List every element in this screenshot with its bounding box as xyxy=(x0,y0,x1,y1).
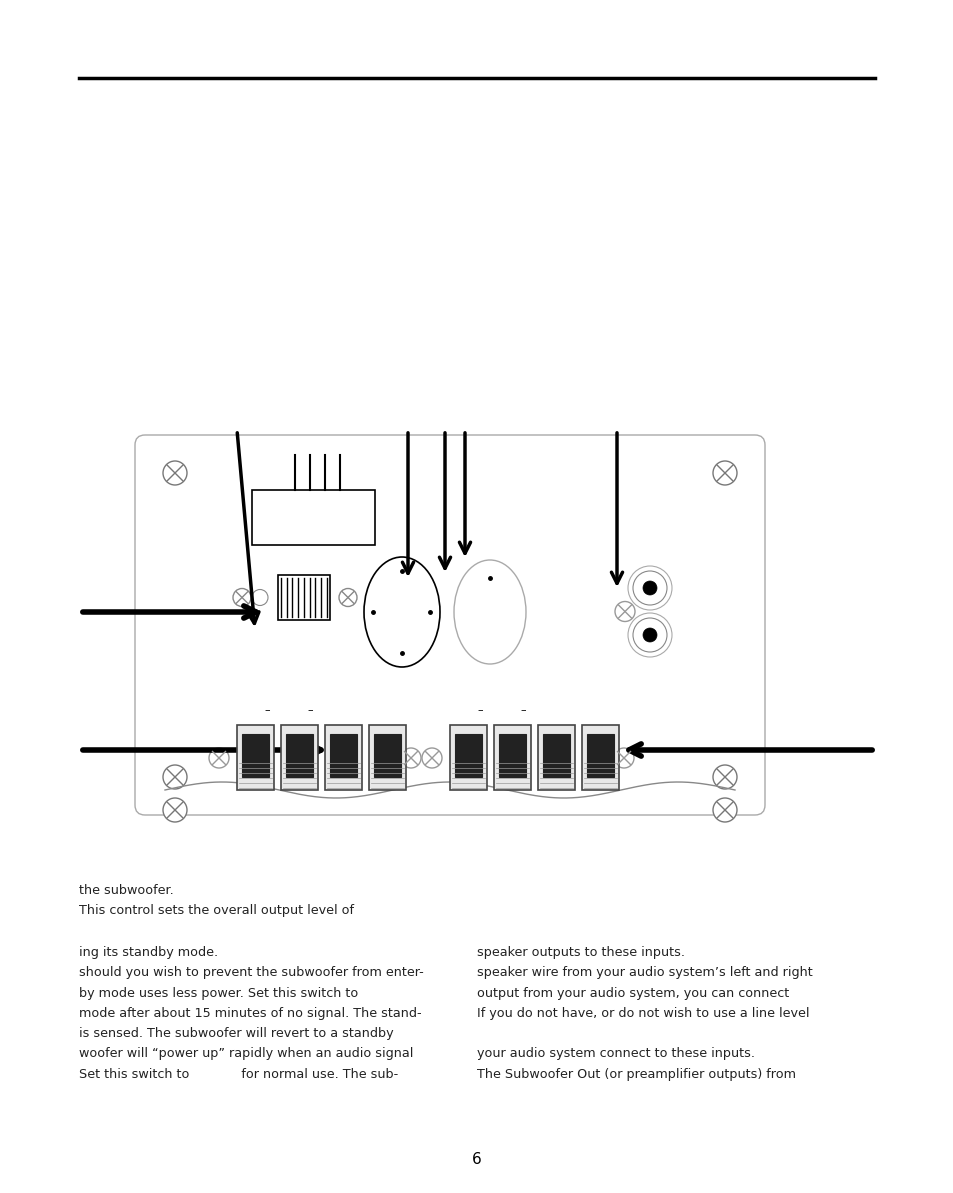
Circle shape xyxy=(642,581,657,595)
Text: output from your audio system, you can connect: output from your audio system, you can c… xyxy=(476,987,788,1000)
Circle shape xyxy=(712,765,737,789)
Text: mode after about 15 minutes of no signal. The stand-: mode after about 15 minutes of no signal… xyxy=(79,1007,421,1020)
Bar xyxy=(325,725,361,790)
Circle shape xyxy=(252,589,268,606)
Bar xyxy=(330,734,356,777)
Circle shape xyxy=(421,748,441,768)
Text: woofer will “power up” rapidly when an audio signal: woofer will “power up” rapidly when an a… xyxy=(79,1047,413,1061)
Circle shape xyxy=(627,565,671,610)
Bar xyxy=(455,734,481,777)
Text: –: – xyxy=(307,705,313,715)
Circle shape xyxy=(633,571,666,605)
Text: is sensed. The subwoofer will revert to a standby: is sensed. The subwoofer will revert to … xyxy=(79,1027,394,1040)
Ellipse shape xyxy=(364,557,439,667)
Bar xyxy=(498,734,525,777)
Text: 6: 6 xyxy=(472,1152,481,1167)
Circle shape xyxy=(627,613,671,657)
Circle shape xyxy=(400,748,420,768)
Text: Set this switch to             for normal use. The sub-: Set this switch to for normal use. The s… xyxy=(79,1068,398,1081)
Text: by mode uses less power. Set this switch to: by mode uses less power. Set this switch… xyxy=(79,987,358,1000)
Text: your audio system connect to these inputs.: your audio system connect to these input… xyxy=(476,1047,754,1061)
Circle shape xyxy=(163,798,187,822)
Text: –: – xyxy=(476,705,482,715)
Bar xyxy=(537,725,575,790)
Text: ing its standby mode.: ing its standby mode. xyxy=(79,946,218,959)
Bar xyxy=(286,734,313,777)
Bar xyxy=(252,490,375,545)
Text: The Subwoofer Out (or preamplifier outputs) from: The Subwoofer Out (or preamplifier outpu… xyxy=(476,1068,795,1081)
Circle shape xyxy=(163,765,187,789)
Ellipse shape xyxy=(454,560,525,665)
Bar xyxy=(281,725,317,790)
Bar xyxy=(450,725,486,790)
Circle shape xyxy=(338,588,356,606)
Text: –: – xyxy=(264,705,270,715)
Circle shape xyxy=(712,798,737,822)
Bar xyxy=(586,734,614,777)
Bar xyxy=(374,734,400,777)
Circle shape xyxy=(614,748,634,768)
Bar xyxy=(236,725,274,790)
Circle shape xyxy=(233,588,251,606)
Circle shape xyxy=(615,601,635,622)
Bar xyxy=(242,734,269,777)
Circle shape xyxy=(633,618,666,653)
Text: speaker wire from your audio system’s left and right: speaker wire from your audio system’s le… xyxy=(476,966,812,979)
FancyBboxPatch shape xyxy=(135,435,764,815)
Text: –: – xyxy=(519,705,525,715)
Bar xyxy=(542,734,569,777)
Bar xyxy=(277,575,330,620)
Text: This control sets the overall output level of: This control sets the overall output lev… xyxy=(79,904,354,917)
Circle shape xyxy=(712,460,737,486)
Text: should you wish to prevent the subwoofer from enter-: should you wish to prevent the subwoofer… xyxy=(79,966,423,979)
Circle shape xyxy=(209,748,229,768)
Bar xyxy=(494,725,531,790)
Circle shape xyxy=(163,460,187,486)
Text: speaker outputs to these inputs.: speaker outputs to these inputs. xyxy=(476,946,684,959)
Text: If you do not have, or do not wish to use a line level: If you do not have, or do not wish to us… xyxy=(476,1007,809,1020)
Text: the subwoofer.: the subwoofer. xyxy=(79,884,173,897)
Circle shape xyxy=(642,628,657,642)
Bar xyxy=(581,725,618,790)
Bar xyxy=(369,725,406,790)
